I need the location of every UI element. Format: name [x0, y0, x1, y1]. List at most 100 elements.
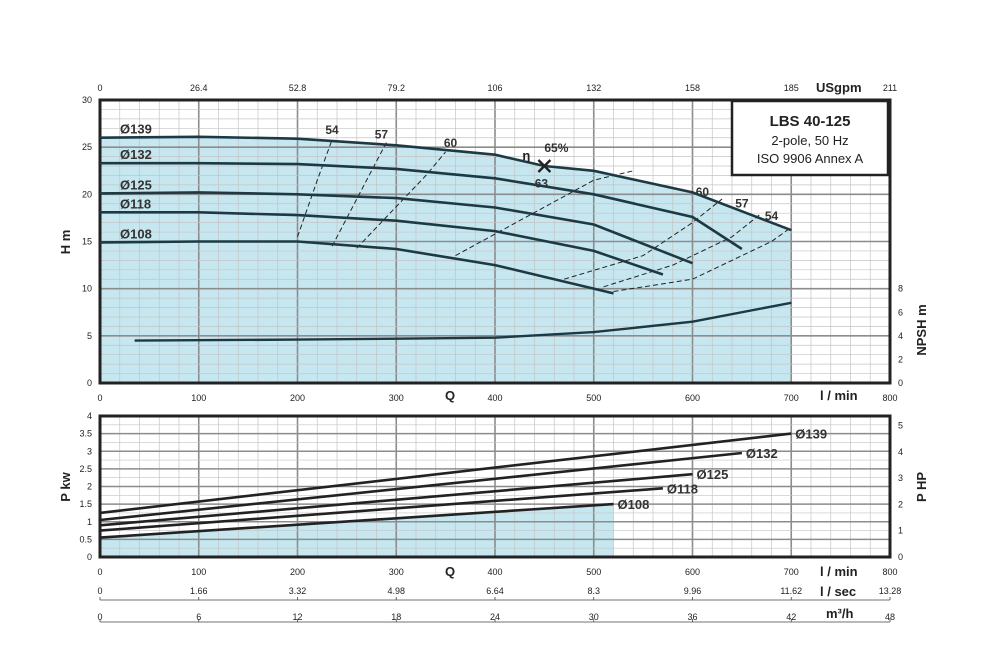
efficiency-label: 57 [735, 197, 749, 211]
head-curve-label: Ø132 [120, 147, 152, 162]
usgpm-tick-label: 52.8 [289, 83, 307, 93]
m3h-tick-label: 42 [786, 612, 796, 622]
pkw-tick-label: 1 [87, 517, 92, 527]
m3h-tick-label: 6 [196, 612, 201, 622]
m3h-tick-label: 48 [885, 612, 895, 622]
pkw-tick-label: 1.5 [79, 499, 92, 509]
bep-marker [537, 159, 552, 173]
operating-area-fill [100, 136, 792, 383]
head-curve [100, 161, 743, 251]
usgpm-tick-label: 185 [784, 83, 799, 93]
efficiency-label: 63 [535, 177, 549, 191]
y-tick-label: 10 [82, 284, 92, 294]
lmin-label-top: l / min [820, 388, 858, 403]
q-label-bottom: Q [445, 564, 455, 579]
title-box: LBS 40-125 2-pole, 50 Hz ISO 9906 Annex … [730, 99, 890, 177]
efficiency-label: 57 [375, 128, 389, 142]
head-curve-label: Ø125 [120, 177, 152, 192]
y-tick-label: 5 [87, 331, 92, 341]
power-curve-label: Ø118 [667, 481, 698, 496]
pkw-tick-label: 2 [87, 482, 92, 492]
x-tick-label: 700 [784, 567, 799, 577]
x-tick-label: 600 [685, 393, 700, 403]
npsh-tick-label: 6 [898, 307, 903, 317]
q-label-top: Q [445, 388, 455, 403]
lsec-tick-label: 9.96 [684, 586, 702, 596]
y-tick-label: 20 [82, 189, 92, 199]
php-tick-label: 1 [898, 526, 903, 536]
lsec-tick-label: 6.64 [486, 586, 504, 596]
head-curve [99, 135, 792, 232]
efficiency-line [331, 142, 387, 247]
pkw-tick-label: 0 [87, 552, 92, 562]
head-curve-label: Ø108 [120, 226, 152, 241]
x-tick-label: 500 [586, 567, 601, 577]
power-curve [99, 502, 614, 539]
npsh-tick-label: 2 [898, 354, 903, 364]
usgpm-tick-label: 158 [685, 83, 700, 93]
power-curve [99, 472, 693, 527]
x-tick-label: 100 [191, 393, 206, 403]
spec-line-2: ISO 9906 Annex A [757, 151, 864, 166]
bep-label: 65% [544, 141, 568, 155]
pkw-tick-label: 3.5 [79, 429, 92, 439]
php-tick-label: 2 [898, 499, 903, 509]
m3h-tick-label: 30 [589, 612, 599, 622]
power-curve-label: Ø139 [795, 427, 827, 442]
h-axis-label: H m [58, 230, 73, 255]
lsec-axis-label: l / sec [820, 584, 856, 599]
m3h-tick-label: 0 [97, 612, 102, 622]
lsec-tick-label: 11.62 [780, 586, 802, 596]
efficiency-line [356, 151, 446, 249]
m3h-tick-label: 12 [292, 612, 302, 622]
lsec-tick-label: 1.66 [190, 586, 208, 596]
x-tick-label: 300 [389, 567, 404, 577]
power-curve-label: Ø125 [697, 467, 729, 482]
m3h-tick-label: 18 [391, 612, 401, 622]
head-curve-label: Ø139 [120, 122, 152, 137]
spec-line-1: 2-pole, 50 Hz [771, 133, 848, 148]
x-tick-label: 200 [290, 567, 305, 577]
usgpm-tick-label: 79.2 [387, 83, 405, 93]
efficiency-line [613, 226, 792, 292]
lmin-label-bottom: l / min [820, 564, 858, 579]
x-tick-label: 0 [97, 393, 102, 403]
efficiency-label: 60 [444, 136, 458, 150]
x-tick-label: 300 [389, 393, 404, 403]
efficiency-line [563, 198, 723, 280]
y-tick-label: 30 [82, 95, 92, 105]
x-tick-label: 400 [487, 393, 502, 403]
power-curve [99, 451, 743, 522]
power-curve-label: Ø132 [746, 446, 778, 461]
x-tick-label: 800 [882, 393, 897, 403]
efficiency-label: 54 [765, 209, 779, 223]
x-tick-label: 600 [685, 567, 700, 577]
npsh-tick-label: 8 [898, 284, 903, 294]
pkw-tick-label: 4 [87, 411, 92, 421]
y-tick-label: 15 [82, 237, 92, 247]
usgpm-tick-label: 132 [586, 83, 601, 93]
npsh-axis-label: NPSH m [914, 304, 929, 355]
y-tick-label: 0 [87, 378, 92, 388]
php-tick-label: 0 [898, 552, 903, 562]
php-tick-label: 3 [898, 473, 903, 483]
m3h-axis-label: m³/h [826, 606, 854, 621]
npsh-tick-label: 0 [898, 378, 903, 388]
x-tick-label: 200 [290, 393, 305, 403]
x-tick-label: 700 [784, 393, 799, 403]
npsh-curve [134, 301, 792, 342]
php-axis-label: P HP [914, 472, 929, 502]
x-tick-label: 100 [191, 567, 206, 577]
lsec-tick-label: 0 [97, 586, 102, 596]
efficiency-line [297, 139, 333, 237]
power-curve-label: Ø108 [618, 497, 650, 512]
pkw-tick-label: 3 [87, 446, 92, 456]
eta-symbol: η [522, 148, 530, 163]
x-tick-label: 0 [97, 567, 102, 577]
x-tick-label: 800 [882, 567, 897, 577]
head-curve [100, 211, 664, 276]
head-curve [99, 191, 693, 265]
power-curve [99, 487, 663, 532]
